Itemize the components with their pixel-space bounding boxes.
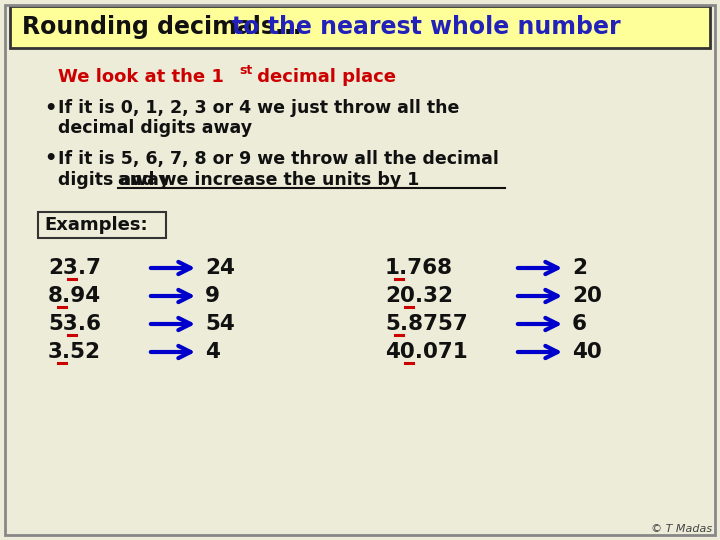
Text: © T Madas: © T Madas <box>651 524 712 534</box>
Text: 53.6: 53.6 <box>48 314 101 334</box>
Text: 8.94: 8.94 <box>48 286 101 306</box>
Text: If it is 5, 6, 7, 8 or 9 we throw all the decimal: If it is 5, 6, 7, 8 or 9 we throw all th… <box>58 150 499 168</box>
Text: digits away: digits away <box>58 171 176 189</box>
Text: 24: 24 <box>205 258 235 278</box>
Text: Examples:: Examples: <box>44 216 148 234</box>
Text: 1.768: 1.768 <box>385 258 453 278</box>
Text: We look at the 1: We look at the 1 <box>58 68 224 86</box>
Text: 4: 4 <box>205 342 220 362</box>
Bar <box>10 6 710 48</box>
Text: 20: 20 <box>572 286 602 306</box>
Text: 6: 6 <box>572 314 587 334</box>
Text: st: st <box>239 64 252 78</box>
Text: and we increase the units by 1: and we increase the units by 1 <box>118 171 419 189</box>
Text: 9: 9 <box>205 286 220 306</box>
Text: decimal place: decimal place <box>251 68 396 86</box>
Text: 20.32: 20.32 <box>385 286 453 306</box>
Text: decimal digits away: decimal digits away <box>58 119 252 137</box>
Text: •: • <box>44 98 56 118</box>
Text: 2: 2 <box>572 258 587 278</box>
Text: 3.52: 3.52 <box>48 342 101 362</box>
Text: 40: 40 <box>572 342 602 362</box>
Text: Rounding decimals...: Rounding decimals... <box>22 15 310 39</box>
Text: If it is 0, 1, 2, 3 or 4 we just throw all the: If it is 0, 1, 2, 3 or 4 we just throw a… <box>58 99 459 117</box>
Text: •: • <box>44 150 56 168</box>
Text: 23.7: 23.7 <box>48 258 101 278</box>
Text: 54: 54 <box>205 314 235 334</box>
Text: 5.8757: 5.8757 <box>385 314 468 334</box>
Text: to the nearest whole number: to the nearest whole number <box>232 15 621 39</box>
Text: 40.071: 40.071 <box>385 342 468 362</box>
Bar <box>38 212 166 238</box>
